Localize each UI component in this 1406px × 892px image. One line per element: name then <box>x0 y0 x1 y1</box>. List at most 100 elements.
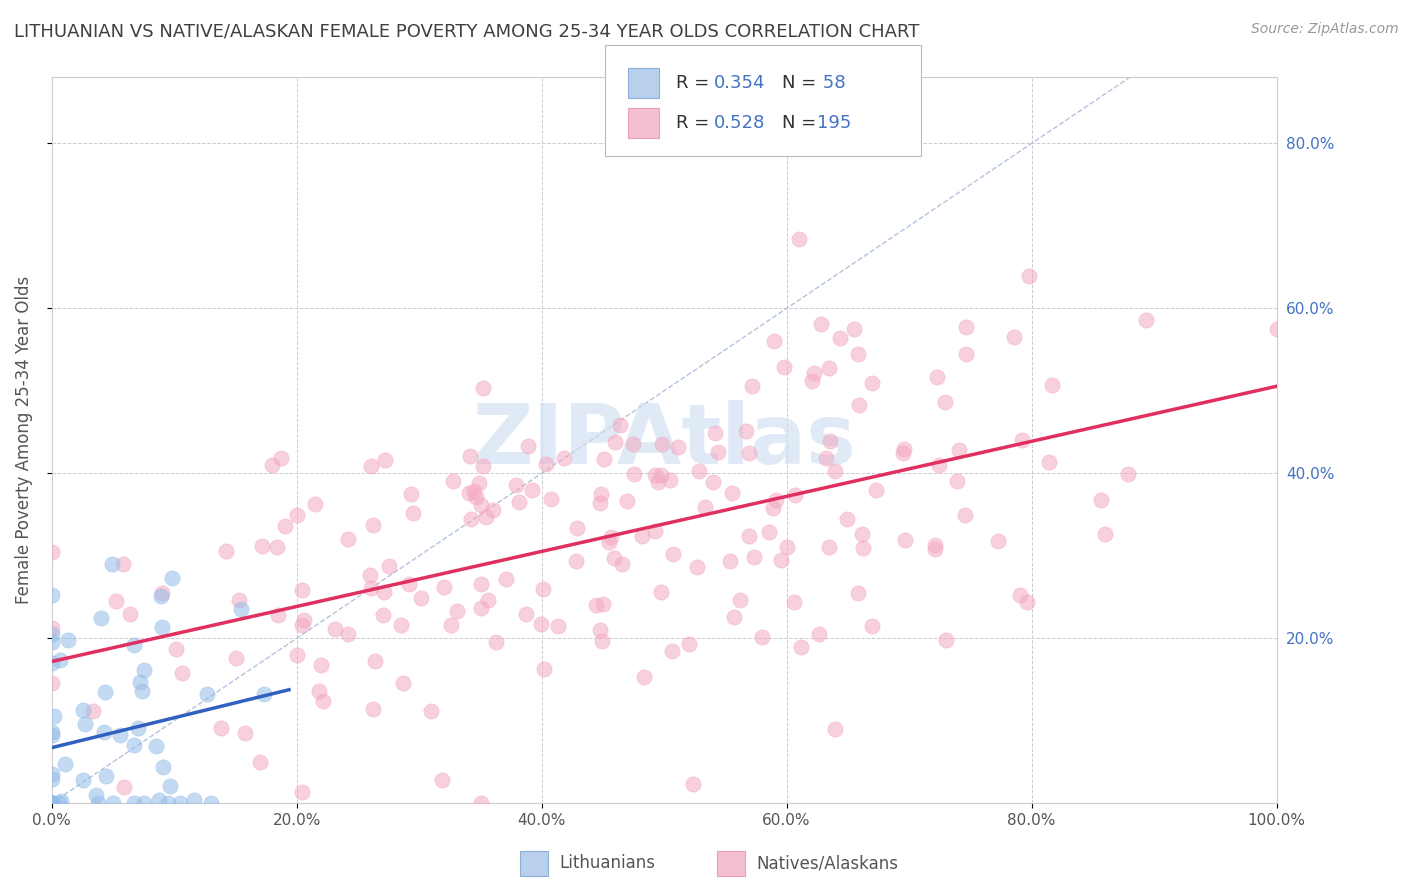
Point <box>120 607 142 621</box>
Point <box>773 360 796 375</box>
Point <box>703 426 725 441</box>
Point <box>134 663 156 677</box>
Point <box>623 467 645 482</box>
Point <box>693 500 716 514</box>
Text: R =: R = <box>676 114 716 132</box>
Point <box>41 796 63 810</box>
Point <box>953 508 976 522</box>
Point <box>540 492 562 507</box>
Text: ZIPAtlas: ZIPAtlas <box>472 400 856 481</box>
Point <box>1135 313 1157 327</box>
Point <box>893 442 915 457</box>
Point <box>592 597 614 611</box>
Point <box>1094 526 1116 541</box>
Point <box>361 518 384 533</box>
Point <box>924 542 946 557</box>
Point <box>374 453 396 467</box>
Point <box>647 475 669 489</box>
Point <box>465 490 488 504</box>
Point <box>105 594 128 608</box>
Point <box>312 694 335 708</box>
Point <box>470 796 492 810</box>
Point <box>409 591 432 605</box>
Point <box>1090 493 1112 508</box>
Point <box>41 796 63 810</box>
Point <box>156 796 179 810</box>
Point <box>848 398 870 412</box>
Point <box>361 702 384 716</box>
Text: Natives/Alaskans: Natives/Alaskans <box>756 855 898 872</box>
Point <box>846 586 869 600</box>
Point <box>458 485 481 500</box>
Point <box>122 738 145 752</box>
Point <box>195 687 218 701</box>
Point <box>666 440 689 454</box>
Point <box>82 704 104 718</box>
Point <box>336 532 359 546</box>
Point <box>209 721 232 735</box>
Point <box>891 446 914 460</box>
Point <box>150 620 173 634</box>
Point <box>723 610 745 624</box>
Point <box>285 648 308 662</box>
Point <box>360 458 382 473</box>
Point <box>41 545 63 559</box>
Point <box>688 464 710 478</box>
Point <box>946 475 969 489</box>
Point <box>742 549 765 564</box>
Point <box>336 627 359 641</box>
Point <box>735 424 758 438</box>
Point <box>41 796 63 810</box>
Point <box>851 527 873 541</box>
Text: LITHUANIAN VS NATIVE/ALASKAN FEMALE POVERTY AMONG 25-34 YEAR OLDS CORRELATION CH: LITHUANIAN VS NATIVE/ALASKAN FEMALE POVE… <box>14 22 920 40</box>
Point <box>267 607 290 622</box>
Point <box>41 656 63 670</box>
Text: R =: R = <box>676 74 716 92</box>
Point <box>101 796 124 810</box>
Point <box>250 539 273 553</box>
Point <box>588 624 610 638</box>
Point <box>678 638 700 652</box>
Point <box>41 796 63 810</box>
Point <box>150 585 173 599</box>
Point <box>360 581 382 595</box>
Point <box>790 640 813 654</box>
Point <box>547 619 569 633</box>
Point <box>401 487 423 501</box>
Point <box>392 675 415 690</box>
Point <box>41 724 63 739</box>
Text: 0.354: 0.354 <box>714 74 766 92</box>
Point <box>800 374 823 388</box>
Point <box>585 599 607 613</box>
Point <box>650 585 672 599</box>
Point <box>1265 322 1288 336</box>
Point <box>291 784 314 798</box>
Point <box>44 709 66 723</box>
Point <box>644 524 666 538</box>
Point <box>41 796 63 810</box>
Point <box>398 577 420 591</box>
Point <box>308 683 330 698</box>
Point <box>1015 595 1038 609</box>
Point <box>702 475 724 489</box>
Point <box>482 502 505 516</box>
Point <box>94 769 117 783</box>
Point <box>159 779 181 793</box>
Point <box>591 487 613 501</box>
Point <box>458 449 481 463</box>
Point <box>439 618 461 632</box>
Point <box>56 632 79 647</box>
Point <box>924 538 946 552</box>
Point <box>170 665 193 680</box>
Point <box>233 726 256 740</box>
Point <box>129 674 152 689</box>
Point <box>169 796 191 810</box>
Point <box>200 796 222 810</box>
Point <box>603 434 626 449</box>
Point <box>53 757 76 772</box>
Point <box>803 366 825 380</box>
Point <box>402 506 425 520</box>
Point <box>373 608 395 623</box>
Point <box>215 544 238 558</box>
Point <box>721 486 744 500</box>
